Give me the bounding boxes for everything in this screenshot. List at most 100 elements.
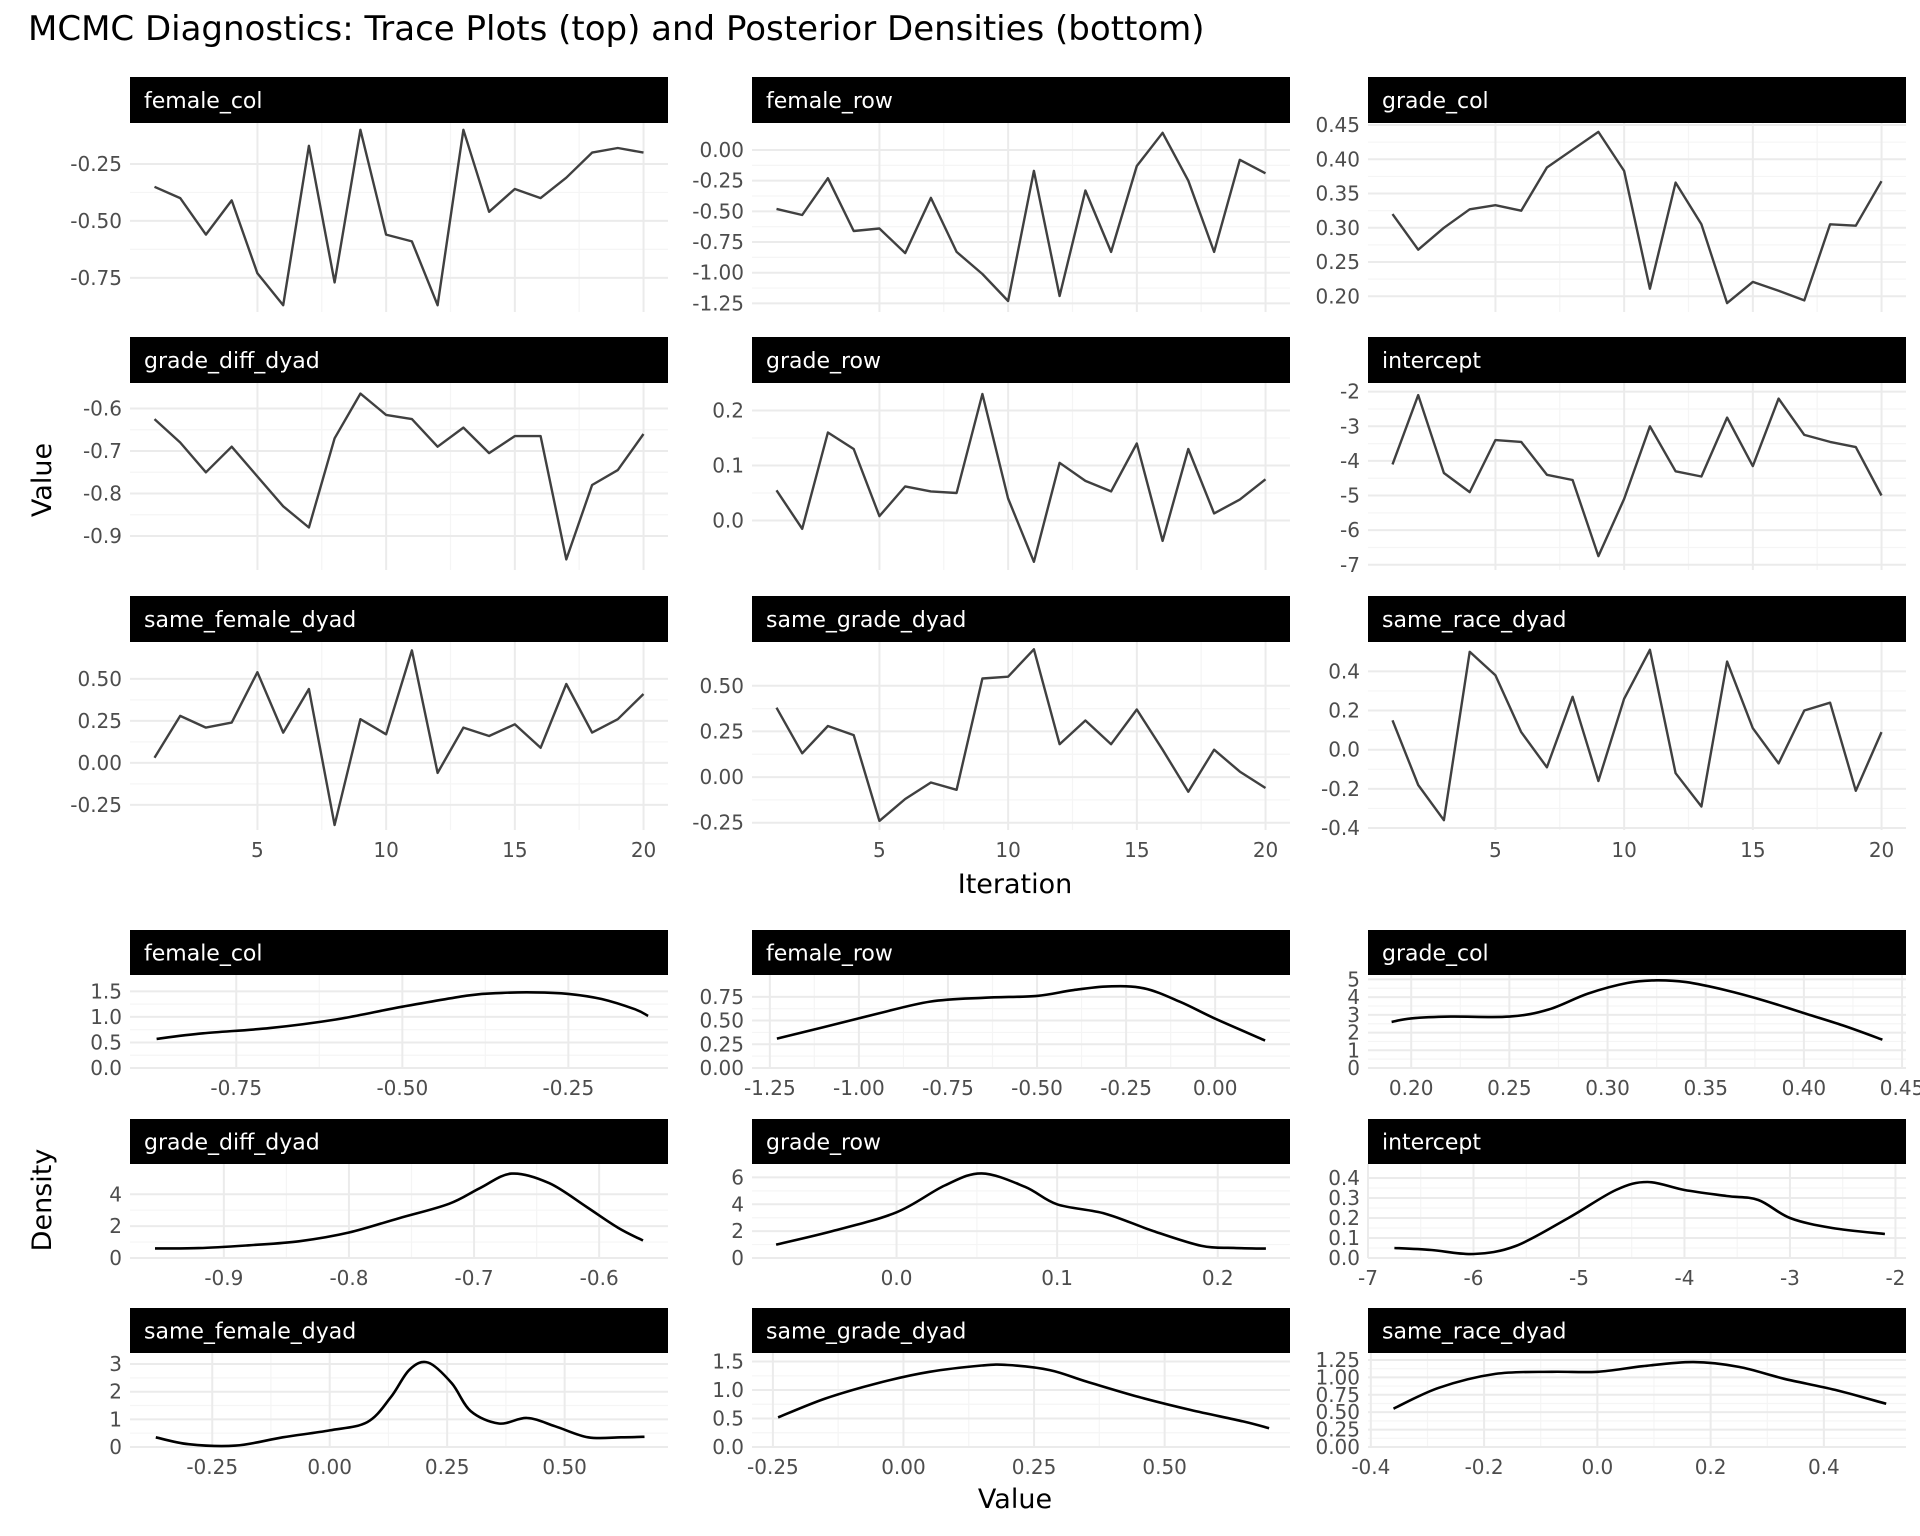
density-x-tick-label: 0.25: [1012, 1455, 1057, 1479]
density-x-tick-label: 0.0: [881, 1266, 913, 1290]
density-y-tick-label: 0.25: [699, 1032, 744, 1056]
density-y-tick-label: 0: [1347, 1056, 1360, 1080]
trace-y-tick-label: 0.00: [77, 751, 122, 775]
trace-panel-same_female_dyad: same_female_dyad -0.25 0.00 0.25 0.50 5 10 15 20: [70, 596, 668, 862]
density-strip-female_col: [130, 930, 668, 975]
trace-y-tick-label: -0.6: [83, 397, 122, 421]
density-y-tick-label: 0.0: [90, 1056, 122, 1080]
density-panel-intercept: intercept 0.00.10.20.30.4 -7 -6 -5 -4 -3 -2: [1328, 1119, 1906, 1290]
trace-strip-label: female_row: [766, 89, 893, 114]
trace-trace-line-grade_diff_dyad: [153, 392, 645, 561]
density-strip-same_grade_dyad: [752, 1308, 1290, 1353]
trace-x-tick-label: 5: [251, 838, 264, 862]
density-strip-grade_diff_dyad: [130, 1119, 668, 1164]
trace-x-tick-label: 10: [995, 838, 1020, 862]
trace-strip-label: grade_col: [1382, 89, 1489, 114]
density-x-tick-label: 0.00: [307, 1455, 352, 1479]
density-x-tick-label: -4: [1674, 1266, 1694, 1290]
trace-trace-line-intercept: [1391, 393, 1883, 558]
main-title: MCMC Diagnostics: Trace Plots (top) and …: [28, 9, 1205, 49]
trace-y-tick-label: 0.35: [1315, 182, 1360, 206]
trace-trace-line-grade_row: [775, 392, 1267, 563]
density-y-tick-label: 0.00: [699, 1056, 744, 1080]
trace-y-tick-label: 0.0: [1328, 738, 1360, 762]
trace-strip-same_grade_dyad: [752, 596, 1290, 642]
density-y-tick-label: 2: [731, 1219, 744, 1243]
trace-trace-line-female_col: [154, 128, 644, 307]
trace-y-tick-label: 0.40: [1315, 147, 1360, 171]
density-panel-same_grade_dyad: same_grade_dyad 0.0 0.5 1.0 1.5 -0.25 0.00 0.25…: [712, 1308, 1290, 1479]
density-x-tick-label: 0.1: [1041, 1266, 1073, 1290]
density-x-tick-label: -0.25: [542, 1076, 594, 1100]
trace-trace-line-same_female_dyad: [153, 649, 645, 827]
density-density-line-grade_diff_dyad: [154, 1172, 644, 1250]
trace-y-tick-label: -0.25: [692, 169, 744, 193]
density-y-tick-label: 3: [1347, 1003, 1360, 1027]
density-density-line-female_col: [156, 991, 649, 1041]
density-x-axis-title: Value: [978, 1484, 1052, 1515]
density-y-tick-label: 0.75: [699, 985, 744, 1009]
density-x-tick-label: 0.45: [1880, 1076, 1920, 1100]
trace-y-tick-label: -0.50: [70, 209, 122, 233]
trace-x-tick-label: 10: [373, 838, 398, 862]
density-y-tick-label: 3: [109, 1352, 122, 1376]
density-y-tick-label: 1.5: [712, 1350, 744, 1374]
trace-y-tick-label: 0.50: [77, 667, 122, 691]
trace-y-tick-label: -0.75: [70, 266, 122, 290]
density-x-tick-label: 0.2: [1202, 1266, 1234, 1290]
trace-x-tick-label: 5: [1489, 838, 1502, 862]
density-x-tick-label: -0.4: [1351, 1455, 1390, 1479]
trace-trace-line-grade_col: [1391, 130, 1883, 305]
trace-strip-label: female_col: [144, 89, 263, 114]
density-x-tick-label: 0.20: [1389, 1076, 1434, 1100]
trace-x-tick-label: 15: [1740, 838, 1765, 862]
density-x-tick-label: -6: [1464, 1266, 1484, 1290]
density-x-tick-label: -3: [1780, 1266, 1800, 1290]
trace-x-axis-title: Iteration: [958, 869, 1073, 900]
density-x-tick-label: -0.9: [204, 1266, 243, 1290]
trace-y-tick-label: -7: [1340, 553, 1360, 577]
trace-strip-same_female_dyad: [130, 596, 668, 642]
trace-y-tick-label: -4: [1340, 449, 1360, 473]
trace-y-tick-label: -0.25: [70, 152, 122, 176]
density-x-tick-label: -2: [1885, 1266, 1905, 1290]
trace-y-tick-label: 0.30: [1315, 216, 1360, 240]
trace-y-tick-label: 0.00: [699, 765, 744, 789]
trace-strip-female_row: [752, 77, 1290, 123]
density-strip-same_race_dyad: [1368, 1308, 1906, 1353]
trace-x-tick-label: 10: [1611, 838, 1636, 862]
trace-y-tick-label: -0.50: [692, 199, 744, 223]
trace-strip-grade_diff_dyad: [130, 337, 668, 383]
density-x-tick-label: -0.6: [580, 1266, 619, 1290]
density-density-line-same_race_dyad: [1392, 1360, 1887, 1410]
density-strip-label: grade_row: [766, 1131, 881, 1156]
density-strip-grade_col: [1368, 930, 1906, 975]
trace-x-tick-label: 15: [1124, 838, 1149, 862]
density-y-tick-label: 0.5: [90, 1030, 122, 1054]
trace-y-tick-label: -3: [1340, 414, 1360, 438]
density-strip-label: grade_col: [1382, 942, 1489, 967]
density-x-tick-label: 0.50: [1142, 1455, 1187, 1479]
density-y-tick-label: 5: [1347, 967, 1360, 991]
trace-strip-grade_row: [752, 337, 1290, 383]
trace-x-tick-label: 20: [1869, 838, 1894, 862]
trace-y-tick-label: 0.50: [699, 674, 744, 698]
density-y-axis-title: Density: [27, 1149, 58, 1252]
density-x-tick-label: -0.25: [186, 1455, 238, 1479]
trace-y-tick-label: -1.00: [692, 261, 744, 285]
trace-y-tick-label: 0.25: [77, 709, 122, 733]
density-y-tick-label: 0.0: [712, 1435, 744, 1459]
trace-y-tick-label: 0.1: [712, 454, 744, 478]
density-y-tick-label: 2: [1347, 1021, 1360, 1045]
trace-strip-label: grade_diff_dyad: [144, 349, 320, 374]
trace-y-tick-label: 0.2: [712, 399, 744, 423]
density-y-tick-label: 0.50: [699, 1009, 744, 1033]
density-y-tick-label: 4: [731, 1192, 744, 1216]
density-strip-same_female_dyad: [130, 1308, 668, 1353]
density-density-line-same_grade_dyad: [777, 1363, 1270, 1430]
trace-y-tick-label: -0.7: [83, 439, 122, 463]
trace-panel-grade_diff_dyad: grade_diff_dyad -0.9 -0.8 -0.7 -0.6: [83, 337, 668, 570]
